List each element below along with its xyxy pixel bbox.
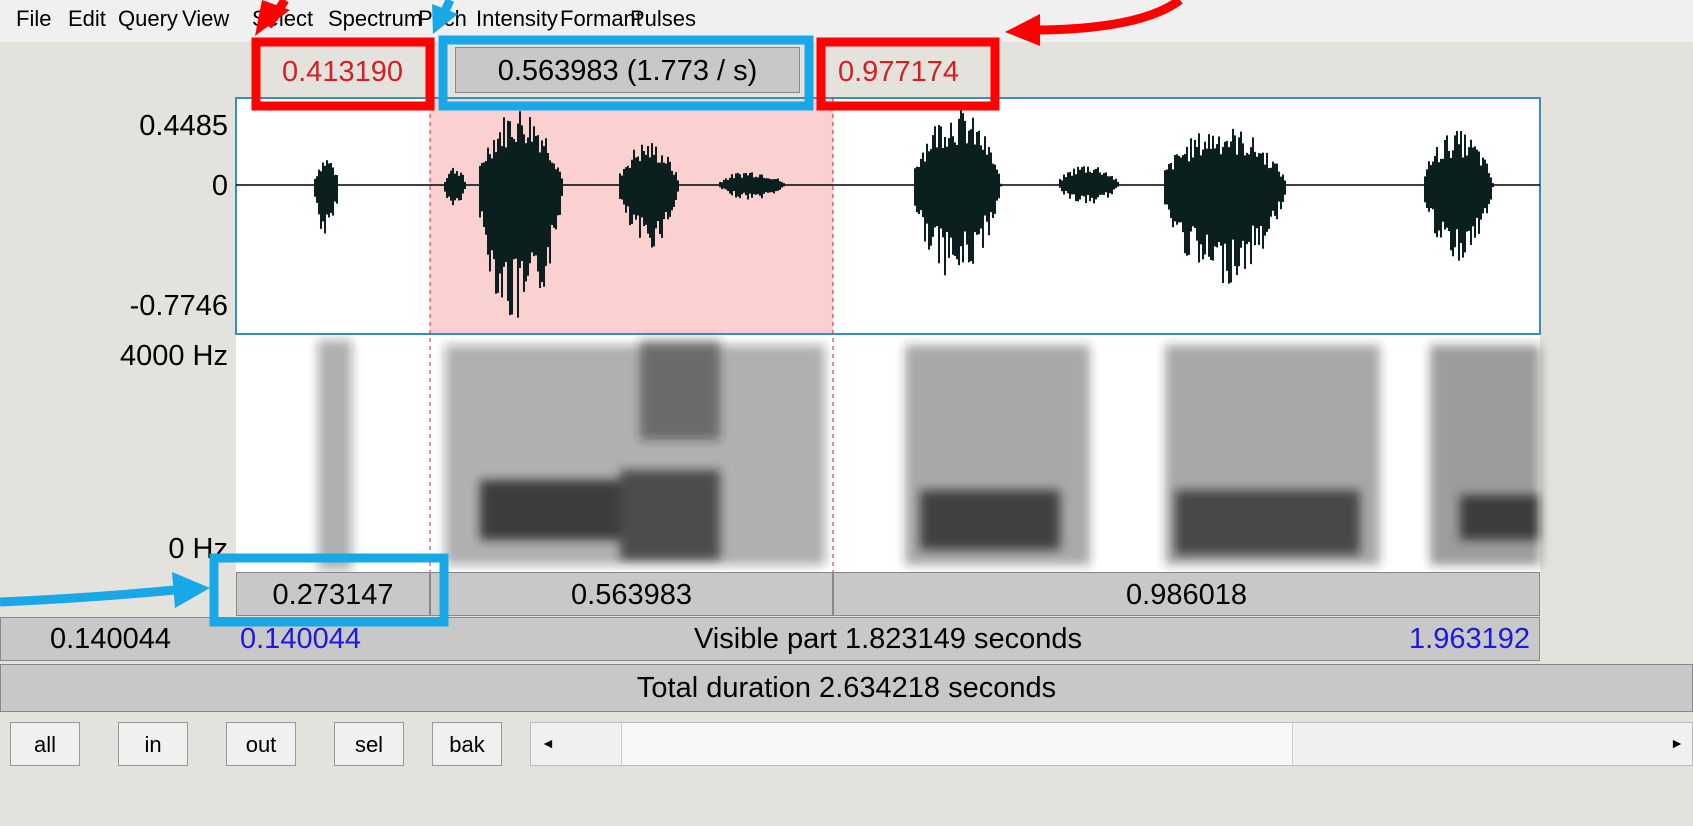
menu-item[interactable]: View <box>182 6 230 31</box>
spectral-energy <box>480 480 620 540</box>
zoom-button[interactable]: out <box>226 722 296 766</box>
spectrogram-top: 4000 Hz <box>119 340 228 372</box>
visible-end: 1.963192 <box>1409 623 1530 655</box>
scroll-right[interactable]: ► <box>1670 735 1684 751</box>
menu-item[interactable]: Intensity <box>476 6 558 31</box>
window-start: 0.140044 <box>50 623 171 655</box>
menu-item[interactable]: Formant <box>560 6 642 31</box>
segment-after[interactable]: 0.986018 <box>833 572 1540 616</box>
spectral-energy <box>640 340 720 440</box>
scrollbar[interactable]: ◄ ► <box>530 722 1693 766</box>
waveform-max: 0.4485 <box>139 110 228 142</box>
waveform-zero: 0 <box>211 170 228 202</box>
menu-item[interactable]: Edit <box>68 6 106 31</box>
spectrogram-bottom: 0 Hz <box>168 533 228 565</box>
menu-item[interactable]: Pulses <box>630 6 697 31</box>
zoom-button[interactable]: in <box>118 722 188 766</box>
spectral-energy <box>318 340 352 570</box>
total-bar[interactable] <box>0 664 1693 712</box>
spectral-energy <box>920 490 1060 550</box>
spectral-energy <box>1175 490 1360 555</box>
scroll-left[interactable]: ◄ <box>541 735 555 751</box>
zoom-button[interactable]: sel <box>334 722 404 766</box>
segment-selection[interactable]: 0.563983 <box>430 572 833 616</box>
segment-before[interactable]: 0.273147 <box>236 572 430 616</box>
menu-item[interactable]: Spectrum <box>328 6 423 31</box>
spectrogram <box>318 340 1540 570</box>
zoom-button[interactable]: bak <box>432 722 502 766</box>
visible-duration: Visible part 1.823149 seconds <box>693 623 1083 655</box>
spectral-energy <box>1460 495 1540 540</box>
waveform-min: -0.7746 <box>129 290 228 322</box>
menu-item[interactable]: Query <box>118 6 178 31</box>
visible-start: 0.140044 <box>240 623 361 655</box>
scroll-thumb[interactable] <box>621 723 1293 765</box>
spectral-energy <box>620 470 720 560</box>
menu-item[interactable]: File <box>16 6 52 31</box>
total-duration: Total duration 2.634218 seconds <box>636 672 1057 704</box>
zoom-button[interactable]: all <box>10 722 80 766</box>
